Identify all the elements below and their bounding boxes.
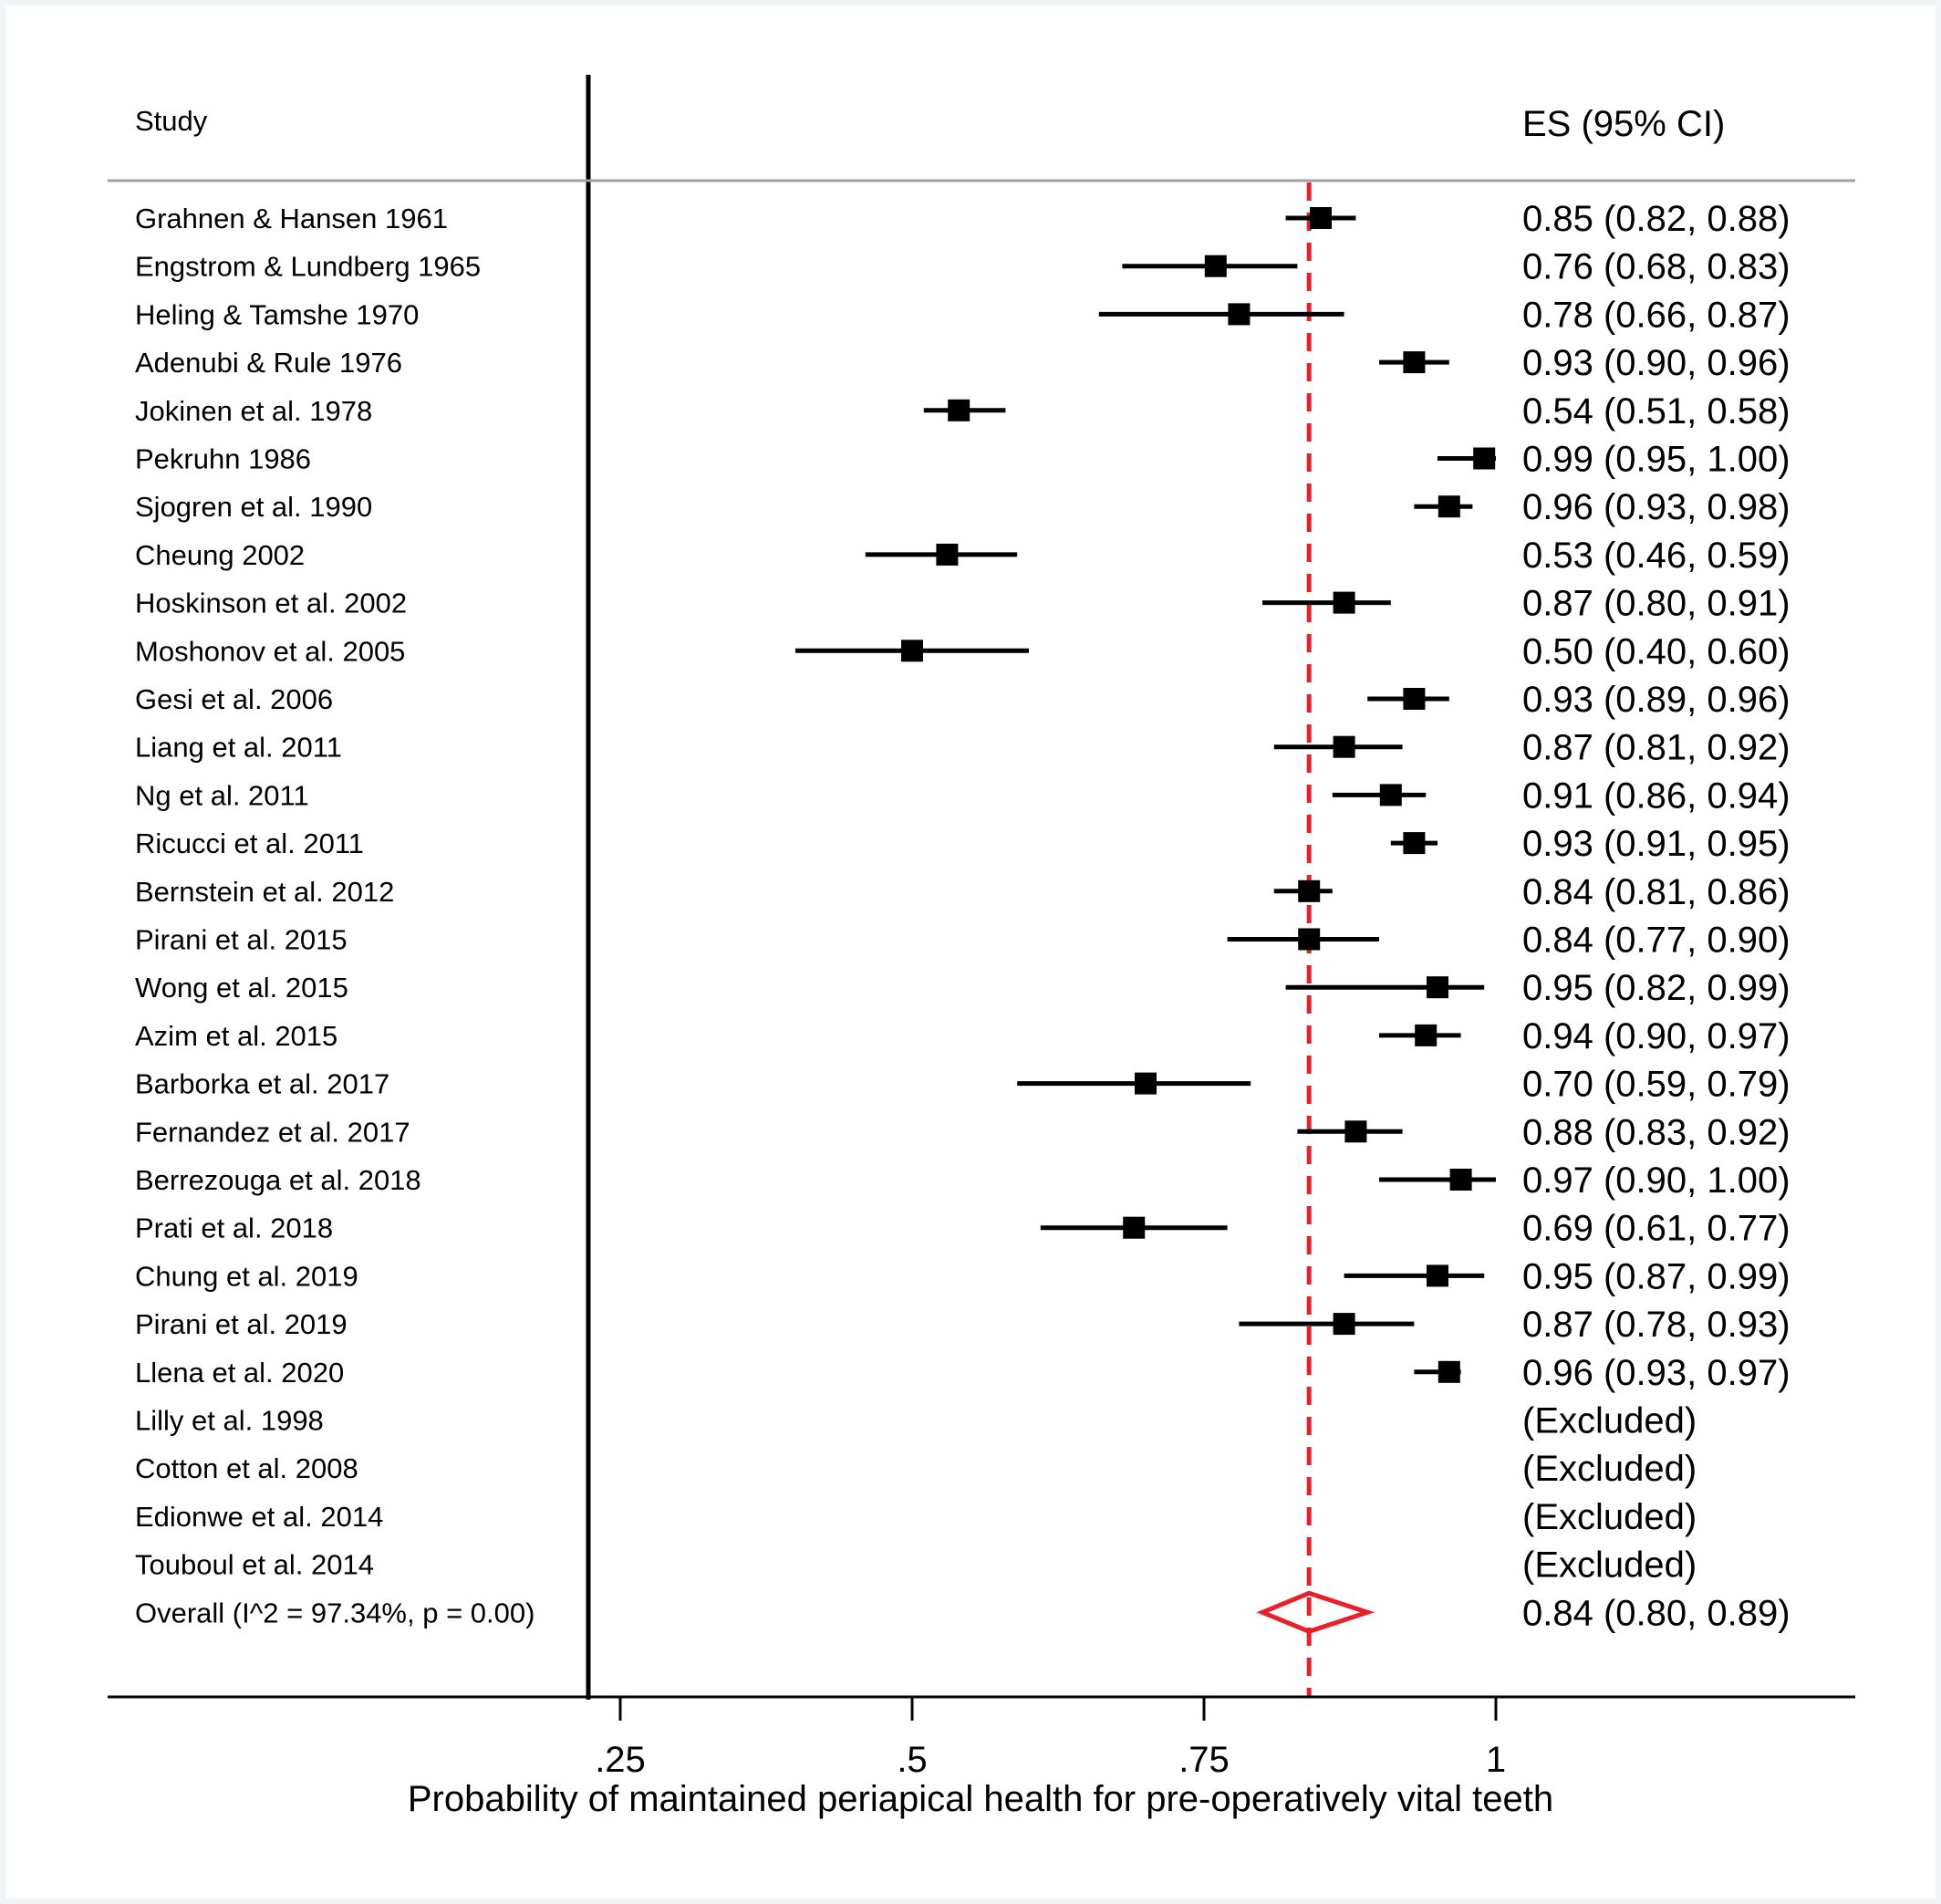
study-es-label: 0.93 (0.90, 0.96): [1522, 343, 1790, 383]
study-label: Bernstein et al. 2012: [135, 876, 394, 908]
study-label: Pirani et al. 2019: [135, 1308, 348, 1340]
study-label: Adenubi & Rule 1976: [135, 347, 402, 379]
es-marker: [1123, 1216, 1146, 1239]
es-marker: [1333, 735, 1355, 758]
es-marker: [1333, 591, 1355, 614]
study-es-label: 0.96 (0.93, 0.98): [1522, 487, 1790, 527]
study-rows: Grahnen & Hansen 1961 0.85 (0.82, 0.88) En…: [135, 199, 1790, 1633]
study-es-label: 0.50 (0.40, 0.60): [1522, 631, 1790, 671]
x-tick-label: .5: [897, 1740, 927, 1780]
study-es-label: 0.76 (0.68, 0.83): [1522, 247, 1790, 287]
study-es-label: 0.87 (0.81, 0.92): [1522, 728, 1790, 768]
x-tick-label: .75: [1178, 1740, 1230, 1780]
study-es-label: 0.69 (0.61, 0.77): [1522, 1209, 1790, 1249]
plot-panel: [5, 5, 1936, 1899]
study-marks: [795, 182, 1496, 1697]
study-label: Moshonov et al. 2005: [135, 635, 405, 667]
es-marker: [901, 640, 923, 662]
study-label: Cheung 2002: [135, 539, 305, 571]
study-es-label: 0.95 (0.82, 0.99): [1522, 968, 1790, 1008]
es-marker: [1204, 255, 1227, 277]
overall-label: Overall (I^2 = 97.34%, p = 0.00): [135, 1597, 535, 1628]
study-column-header: Study: [135, 105, 208, 137]
study-es-label: 0.78 (0.66, 0.87): [1522, 295, 1790, 335]
study-es-label: 0.54 (0.51, 0.58): [1522, 391, 1790, 432]
study-label: Pekruhn 1986: [135, 443, 311, 475]
es-marker: [1310, 207, 1332, 229]
es-marker: [1298, 879, 1321, 902]
study-label: Jokinen et al. 1978: [135, 395, 372, 427]
study-es-label: 0.93 (0.89, 0.96): [1522, 680, 1790, 720]
es-column-header: ES (95% CI): [1522, 104, 1725, 144]
es-marker: [1333, 1313, 1355, 1336]
overall-diamond: [1256, 1590, 1375, 1634]
study-label: Berrezouga et al. 2018: [135, 1164, 421, 1196]
es-marker: [1228, 303, 1251, 326]
x-axis-ticks: .25 .5 .75 1: [595, 1697, 1506, 1780]
es-marker: [1473, 447, 1496, 470]
study-label: Lilly et al. 1998: [135, 1405, 324, 1437]
es-marker: [1344, 1120, 1367, 1143]
study-es-label: 0.84 (0.77, 0.90): [1522, 921, 1790, 961]
study-label: Chung et al. 2019: [135, 1260, 358, 1292]
study-es-label: 0.53 (0.46, 0.59): [1522, 536, 1790, 576]
es-marker: [1403, 351, 1426, 374]
study-label: Touboul et al. 2014: [135, 1549, 374, 1581]
study-es-label: (Excluded): [1522, 1545, 1697, 1586]
study-es-label: 0.85 (0.82, 0.88): [1522, 199, 1790, 239]
study-label: Liang et al. 2011: [135, 732, 342, 764]
study-es-label: 0.84 (0.81, 0.86): [1522, 872, 1790, 912]
study-label: Ricucci et al. 2011: [135, 827, 364, 859]
es-marker: [1427, 1264, 1448, 1287]
study-es-label: (Excluded): [1522, 1449, 1697, 1489]
study-es-label: 0.88 (0.83, 0.92): [1522, 1112, 1790, 1152]
study-es-label: 0.91 (0.86, 0.94): [1522, 775, 1790, 816]
study-label: Grahnen & Hansen 1961: [135, 203, 448, 234]
study-label: Fernandez et al. 2017: [135, 1116, 410, 1148]
study-es-label: 0.94 (0.90, 0.97): [1522, 1016, 1790, 1056]
study-label: Prati et al. 2018: [135, 1212, 333, 1244]
study-label: Engstrom & Lundberg 1965: [135, 251, 481, 283]
x-tick-label: 1: [1486, 1740, 1506, 1780]
x-axis-title: Probability of maintained periapical hea…: [408, 1779, 1553, 1819]
study-es-label: 0.96 (0.93, 0.97): [1522, 1353, 1790, 1393]
study-es-label: (Excluded): [1522, 1497, 1697, 1537]
x-tick-label: .25: [595, 1740, 646, 1780]
study-es-label: (Excluded): [1522, 1401, 1697, 1441]
study-label: Barborka et al. 2017: [135, 1068, 389, 1100]
es-marker: [948, 399, 970, 421]
es-marker: [1403, 688, 1426, 710]
es-marker: [1379, 784, 1402, 806]
study-label: Hoskinson et al. 2002: [135, 588, 407, 619]
study-label: Pirani et al. 2015: [135, 924, 348, 956]
study-es-label: 0.87 (0.78, 0.93): [1522, 1305, 1790, 1345]
study-label: Cotton et al. 2008: [135, 1452, 358, 1484]
es-marker: [1449, 1169, 1472, 1191]
study-es-label: 0.97 (0.90, 1.00): [1522, 1160, 1790, 1201]
study-label: Gesi et al. 2006: [135, 683, 333, 715]
es-marker: [1415, 1024, 1438, 1046]
study-es-label: 0.93 (0.91, 0.95): [1522, 824, 1790, 864]
study-label: Wong et al. 2015: [135, 972, 348, 1004]
study-es-label: 0.95 (0.87, 0.99): [1522, 1256, 1790, 1296]
es-marker: [1403, 832, 1426, 855]
study-label: Edionwe et al. 2014: [135, 1501, 383, 1533]
es-marker: [1298, 928, 1321, 951]
study-label: Heling & Tamshe 1970: [135, 298, 419, 330]
study-es-label: 0.87 (0.80, 0.91): [1522, 584, 1790, 624]
study-label: Ng et al. 2011: [135, 779, 309, 811]
es-marker: [1135, 1072, 1157, 1095]
study-es-label: 0.70 (0.59, 0.79): [1522, 1065, 1790, 1105]
overall-es-label: 0.84 (0.80, 0.89): [1522, 1593, 1790, 1633]
study-es-label: 0.99 (0.95, 1.00): [1522, 440, 1790, 480]
es-marker: [1438, 495, 1460, 518]
es-marker: [936, 543, 959, 566]
es-marker: [1427, 976, 1448, 999]
es-marker: [1438, 1360, 1460, 1383]
study-label: Sjogren et al. 1990: [135, 491, 372, 523]
study-label: Llena et al. 2020: [135, 1357, 344, 1389]
study-label: Azim et al. 2015: [135, 1020, 337, 1052]
